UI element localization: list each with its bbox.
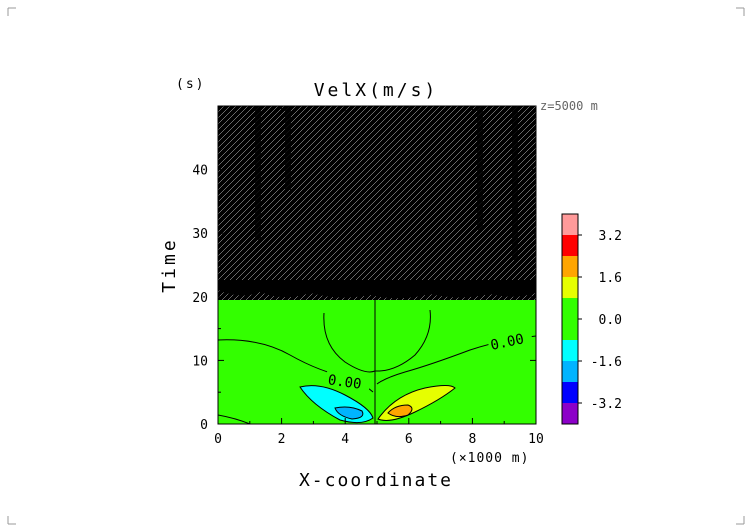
y-unit-label: (s) — [176, 77, 205, 92]
plot-area: 0.00 0.00 — [218, 106, 536, 424]
colorbar-swatch — [562, 214, 578, 235]
colorbar-swatch — [562, 298, 578, 319]
colorbar-swatch — [562, 256, 578, 277]
noise-streaks — [255, 106, 518, 260]
y-tick-label: 10 — [192, 354, 208, 369]
colorbar-tick-label: 3.2 — [599, 229, 622, 244]
colorbar-swatch — [562, 361, 578, 382]
colorbar-swatch — [562, 235, 578, 256]
page-corner-marks — [7, 7, 745, 525]
contour-label: 0.00 — [489, 331, 525, 354]
x-tick-label: 8 — [468, 432, 476, 447]
colorbar: 3.2 1.6 0.0 -1.6 -3.2 — [561, 213, 622, 425]
colorbar-tick-label: 0.0 — [599, 313, 622, 328]
colorbar-swatch — [562, 277, 578, 298]
positive-lobe-inner — [387, 404, 413, 418]
negative-lobe-inner — [334, 406, 364, 420]
x-tick-label: 0 — [214, 432, 222, 447]
noise-fringe — [218, 280, 536, 299]
colorbar-swatch — [562, 319, 578, 340]
x-tick-label: 2 — [278, 432, 286, 447]
colorbar-swatch — [562, 340, 578, 361]
x-tick-label: 10 — [528, 432, 544, 447]
y-tick-label: 20 — [192, 291, 208, 306]
chart-title: VelX(m/s) — [314, 80, 439, 101]
colorbar-tick-label: -1.6 — [591, 355, 622, 370]
x-tick-label: 6 — [405, 432, 413, 447]
colorbar-tick-label: -3.2 — [591, 397, 622, 412]
y-axis: 0 10 20 30 40 — [192, 137, 536, 433]
x-axis-label: X-coordinate — [299, 470, 453, 491]
colorbar-swatch — [562, 382, 578, 403]
y-axis-label: Time — [159, 237, 180, 292]
colorbar-swatch — [562, 403, 578, 424]
zero-contour-bottom-left — [218, 414, 251, 424]
colorbar-tick-label: 1.6 — [599, 271, 622, 286]
y-tick-label: 0 — [200, 418, 208, 433]
z-annotation: z=5000 m — [540, 99, 598, 113]
x-axis-unit: (×1000 m) — [450, 451, 529, 466]
contour-label: 0.00 — [327, 372, 363, 393]
x-axis: 0 2 4 6 8 10 — [214, 106, 544, 447]
x-tick-label: 4 — [341, 432, 349, 447]
y-tick-label: 30 — [192, 227, 208, 242]
noise-region — [218, 106, 536, 300]
y-tick-label: 40 — [192, 164, 208, 179]
